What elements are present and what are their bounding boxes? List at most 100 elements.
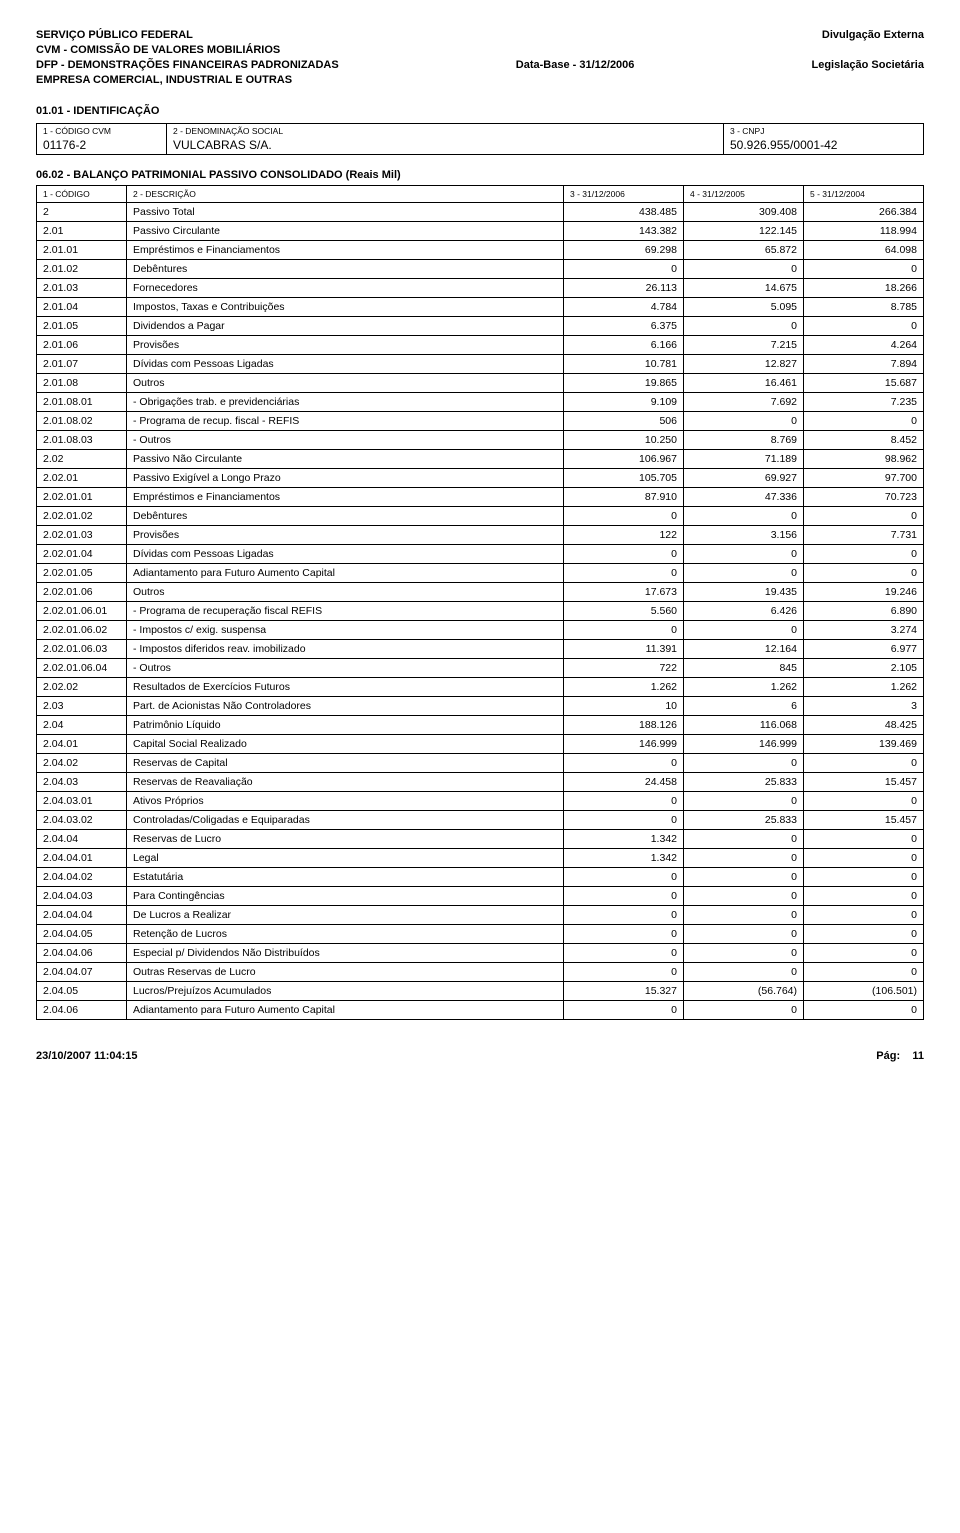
cell-2004: 15.457 xyxy=(804,811,924,830)
cell-2005: 12.164 xyxy=(684,640,804,659)
cell-2004: 6.890 xyxy=(804,602,924,621)
cell-code: 2.04.04.02 xyxy=(37,868,127,887)
cell-2004: 6.977 xyxy=(804,640,924,659)
cell-2006: 24.458 xyxy=(564,773,684,792)
cell-2005: 7.215 xyxy=(684,336,804,355)
cell-2006: 9.109 xyxy=(564,393,684,412)
cell-desc: Adiantamento para Futuro Aumento Capital xyxy=(127,1001,564,1020)
cell-code: 2.01.02 xyxy=(37,260,127,279)
table-row: 2.02.01.05Adiantamento para Futuro Aumen… xyxy=(37,564,924,583)
cell-2004: 0 xyxy=(804,925,924,944)
cell-2005: 0 xyxy=(684,887,804,906)
table-row: 2.04.04.04De Lucros a Realizar000 xyxy=(37,906,924,925)
col-header-code: 1 - CÓDIGO xyxy=(37,186,127,203)
cell-code: 2.02.01.01 xyxy=(37,488,127,507)
cell-2004: 3 xyxy=(804,697,924,716)
cell-2006: 0 xyxy=(564,621,684,640)
cell-2004: 48.425 xyxy=(804,716,924,735)
cell-2004: 64.098 xyxy=(804,241,924,260)
cell-2005: 0 xyxy=(684,830,804,849)
cell-2005: 19.435 xyxy=(684,583,804,602)
cell-2005: 309.408 xyxy=(684,203,804,222)
cell-code: 2.04.03 xyxy=(37,773,127,792)
cell-code: 2.04.03.02 xyxy=(37,811,127,830)
cell-2005: 122.145 xyxy=(684,222,804,241)
cell-desc: Estatutária xyxy=(127,868,564,887)
cell-code: 2 xyxy=(37,203,127,222)
cell-2004: 0 xyxy=(804,906,924,925)
cell-2006: 11.391 xyxy=(564,640,684,659)
cell-desc: Passivo Circulante xyxy=(127,222,564,241)
cell-2005: 0 xyxy=(684,925,804,944)
cell-2005: 0 xyxy=(684,1001,804,1020)
cell-desc: Reservas de Reavaliação xyxy=(127,773,564,792)
cell-desc: Ativos Próprios xyxy=(127,792,564,811)
cell-desc: Adiantamento para Futuro Aumento Capital xyxy=(127,564,564,583)
cell-desc: Reservas de Lucro xyxy=(127,830,564,849)
cell-2005: 0 xyxy=(684,792,804,811)
cell-2005: 116.068 xyxy=(684,716,804,735)
cell-2004: 15.457 xyxy=(804,773,924,792)
cell-2006: 0 xyxy=(564,868,684,887)
cell-desc: - Outros xyxy=(127,431,564,450)
cell-2005: 0 xyxy=(684,849,804,868)
table-row: 2.01.08.02- Programa de recup. fiscal - … xyxy=(37,412,924,431)
cell-desc: Capital Social Realizado xyxy=(127,735,564,754)
cell-2004: 0 xyxy=(804,507,924,526)
cell-2006: 6.166 xyxy=(564,336,684,355)
table-row: 2.03Part. de Acionistas Não Controladore… xyxy=(37,697,924,716)
cell-2006: 0 xyxy=(564,545,684,564)
cell-2006: 0 xyxy=(564,260,684,279)
cell-2004: 7.235 xyxy=(804,393,924,412)
id-field-3-value: 50.926.955/0001-42 xyxy=(730,136,917,152)
cell-2005: 0 xyxy=(684,317,804,336)
cell-code: 2.04.04.03 xyxy=(37,887,127,906)
table-row: 2.02.01.06.01- Programa de recuperação f… xyxy=(37,602,924,621)
cell-desc: Patrimônio Líquido xyxy=(127,716,564,735)
cell-2006: 17.673 xyxy=(564,583,684,602)
header-line-1-right: Divulgação Externa xyxy=(822,28,924,43)
cell-2005: 65.872 xyxy=(684,241,804,260)
col-header-desc: 2 - DESCRIÇÃO xyxy=(127,186,564,203)
cell-2004: 97.700 xyxy=(804,469,924,488)
cell-code: 2.04.04.06 xyxy=(37,944,127,963)
table-row: 2.02.01.06.03- Impostos diferidos reav. … xyxy=(37,640,924,659)
cell-code: 2.04.04 xyxy=(37,830,127,849)
cell-2004: 0 xyxy=(804,792,924,811)
cell-desc: Dívidas com Pessoas Ligadas xyxy=(127,355,564,374)
cell-2006: 0 xyxy=(564,754,684,773)
cell-code: 2.02.01.05 xyxy=(37,564,127,583)
cell-2006: 146.999 xyxy=(564,735,684,754)
cell-desc: Part. de Acionistas Não Controladores xyxy=(127,697,564,716)
cell-2004: 18.266 xyxy=(804,279,924,298)
cell-desc: Passivo Total xyxy=(127,203,564,222)
cell-desc: Resultados de Exercícios Futuros xyxy=(127,678,564,697)
cell-2006: 10.781 xyxy=(564,355,684,374)
table-row: 2.04.04.03Para Contingências000 xyxy=(37,887,924,906)
cell-desc: Outros xyxy=(127,374,564,393)
table-row: 2.04.05Lucros/Prejuízos Acumulados15.327… xyxy=(37,982,924,1001)
cell-2004: 1.262 xyxy=(804,678,924,697)
cell-2006: 26.113 xyxy=(564,279,684,298)
cell-2004: 0 xyxy=(804,868,924,887)
cell-2006: 0 xyxy=(564,944,684,963)
cell-2005: 0 xyxy=(684,906,804,925)
cell-2005: 0 xyxy=(684,868,804,887)
cell-desc: Debêntures xyxy=(127,507,564,526)
cell-2005: 0 xyxy=(684,944,804,963)
id-field-3-label: 3 - CNPJ xyxy=(730,126,917,136)
cell-2006: 0 xyxy=(564,507,684,526)
cell-2005: 0 xyxy=(684,412,804,431)
id-field-2-label: 2 - DENOMINAÇÃO SOCIAL xyxy=(173,126,717,136)
table-row: 2.04.01Capital Social Realizado146.99914… xyxy=(37,735,924,754)
cell-2005: 69.927 xyxy=(684,469,804,488)
id-field-3: 3 - CNPJ 50.926.955/0001-42 xyxy=(724,124,924,155)
cell-desc: Outras Reservas de Lucro xyxy=(127,963,564,982)
cell-2005: 0 xyxy=(684,754,804,773)
cell-2005: 8.769 xyxy=(684,431,804,450)
cell-2004: 0 xyxy=(804,564,924,583)
cell-desc: Passivo Não Circulante xyxy=(127,450,564,469)
cell-2006: 87.910 xyxy=(564,488,684,507)
header-line-2-left: CVM - COMISSÃO DE VALORES MOBILIÁRIOS xyxy=(36,43,280,58)
cell-code: 2.02.01.03 xyxy=(37,526,127,545)
